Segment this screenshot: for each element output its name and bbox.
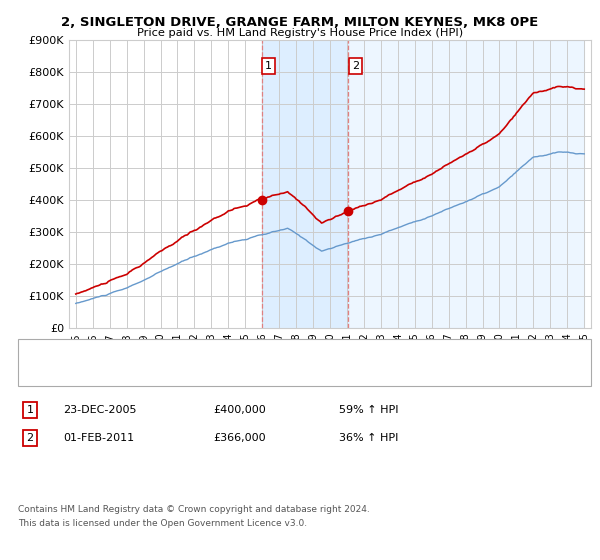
Text: 01-FEB-2011: 01-FEB-2011: [63, 433, 134, 443]
Bar: [349, 40, 584, 328]
Text: 23-DEC-2005: 23-DEC-2005: [63, 405, 137, 415]
Bar: [262, 40, 349, 328]
Text: £366,000: £366,000: [213, 433, 266, 443]
Text: 2, SINGLETON DRIVE, GRANGE FARM, MILTON KEYNES, MK8 0PE (detached house): 2, SINGLETON DRIVE, GRANGE FARM, MILTON …: [63, 343, 488, 353]
Text: 1: 1: [265, 61, 272, 71]
Text: HPI: Average price, detached house, Milton Keynes: HPI: Average price, detached house, Milt…: [63, 360, 328, 370]
Text: This data is licensed under the Open Government Licence v3.0.: This data is licensed under the Open Gov…: [18, 519, 307, 528]
Text: £400,000: £400,000: [213, 405, 266, 415]
Text: ————: ————: [27, 342, 77, 355]
Text: 2: 2: [352, 61, 359, 71]
Text: 36% ↑ HPI: 36% ↑ HPI: [339, 433, 398, 443]
Text: Price paid vs. HM Land Registry's House Price Index (HPI): Price paid vs. HM Land Registry's House …: [137, 28, 463, 38]
Text: 59% ↑ HPI: 59% ↑ HPI: [339, 405, 398, 415]
Text: 2, SINGLETON DRIVE, GRANGE FARM, MILTON KEYNES, MK8 0PE: 2, SINGLETON DRIVE, GRANGE FARM, MILTON …: [61, 16, 539, 29]
Text: 1: 1: [26, 405, 34, 415]
Text: 2: 2: [26, 433, 34, 443]
Text: Contains HM Land Registry data © Crown copyright and database right 2024.: Contains HM Land Registry data © Crown c…: [18, 505, 370, 514]
Text: ————: ————: [27, 358, 77, 372]
